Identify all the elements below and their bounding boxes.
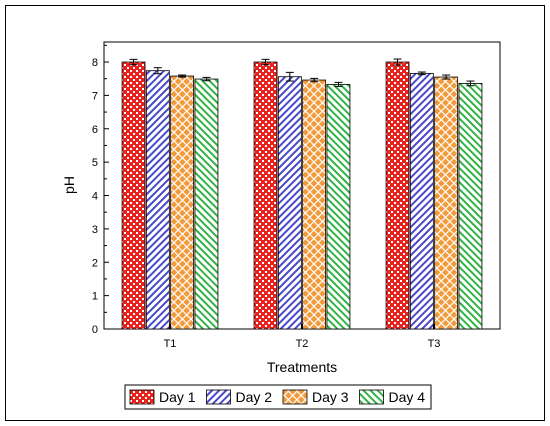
bar — [302, 79, 327, 330]
axes-layer: 0 1 2 3 4 5 6 7 8 T1 T2 T3 — [92, 44, 441, 350]
bar — [121, 61, 146, 330]
legend-swatch — [129, 389, 155, 405]
legend-label: Day 3 — [312, 389, 349, 405]
x-axis-title: Treatments — [267, 359, 337, 375]
y-tick-label: 3 — [92, 224, 98, 236]
legend-swatch — [282, 389, 308, 405]
error-bars-layer — [129, 58, 475, 87]
x-tick-label: T1 — [164, 338, 177, 350]
bar — [145, 70, 170, 330]
bars-layer — [121, 61, 483, 330]
y-tick-label: 8 — [92, 57, 98, 69]
legend-label: Day 1 — [159, 389, 196, 405]
legend-label: Day 4 — [389, 389, 426, 405]
legend-swatch — [206, 389, 231, 405]
legend: Day 1 Day 2 Day 3 Day 4 — [124, 384, 432, 410]
y-tick-label: 5 — [92, 157, 98, 169]
y-tick-label: 4 — [92, 191, 98, 203]
bar — [434, 76, 459, 330]
x-tick-label: T3 — [428, 338, 441, 350]
bar — [253, 61, 278, 330]
y-tick-label: 2 — [92, 257, 98, 269]
bar — [409, 72, 434, 330]
bar — [385, 61, 410, 330]
legend-swatch — [359, 389, 384, 405]
bar — [170, 75, 195, 330]
x-tick-label: T2 — [296, 338, 309, 350]
y-axis-title: pH — [61, 176, 77, 194]
bar — [326, 83, 351, 330]
y-tick-label: 7 — [92, 90, 98, 102]
bar — [458, 82, 483, 330]
y-tick-label: 0 — [92, 324, 98, 336]
bar — [277, 76, 302, 330]
bar — [194, 78, 219, 330]
y-tick-label: 6 — [92, 124, 98, 136]
legend-label: Day 2 — [236, 389, 273, 405]
y-tick-label: 1 — [92, 291, 98, 303]
